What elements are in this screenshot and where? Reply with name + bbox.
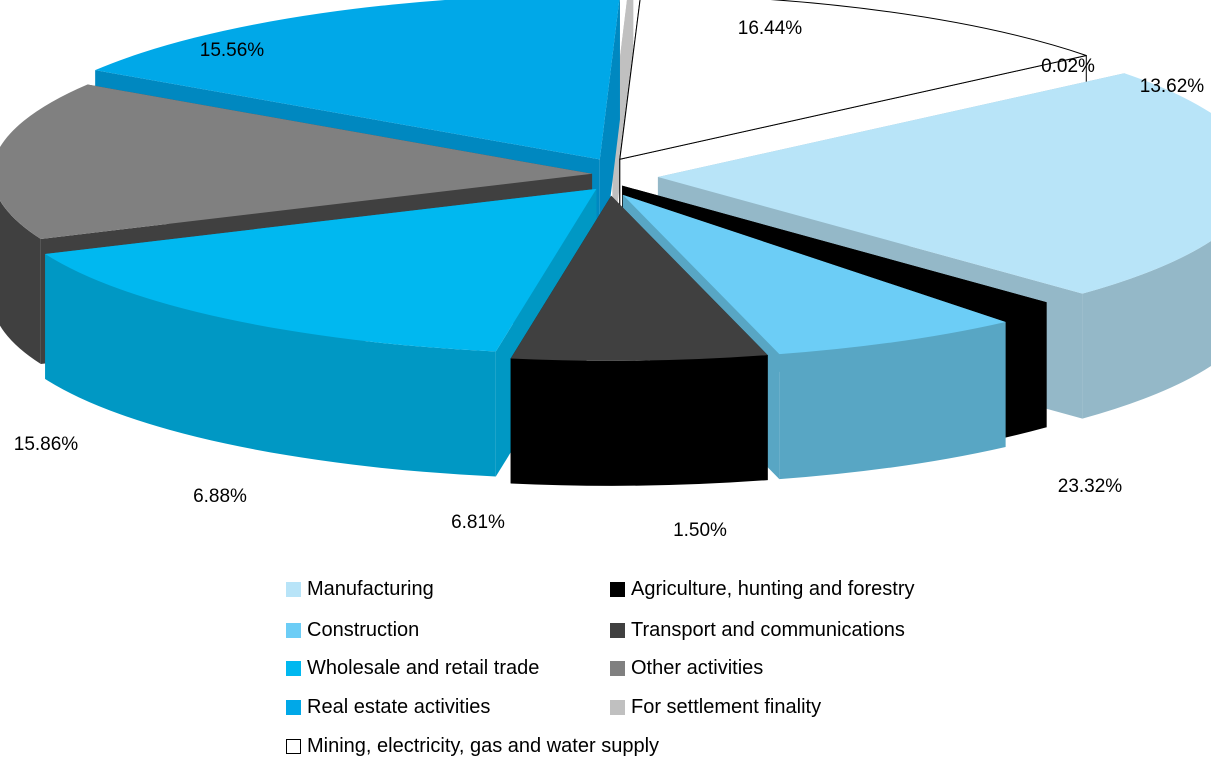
data-label-mining-electricity-gas-and-water-supply: 13.62% — [1140, 76, 1205, 97]
data-label-for-settlement-finality: 0.02% — [1041, 56, 1095, 77]
data-label-other-activities: 15.56% — [200, 40, 265, 61]
data-label-manufacturing: 23.32% — [1058, 476, 1123, 497]
data-label-transport-and-communications: 6.88% — [193, 486, 247, 507]
pie-labels: 13.62% 23.32% 1.50% 6.81% 6.88% 15.86% 15.56% 1… — [14, 18, 1205, 541]
pie-slices — [0, 0, 1211, 486]
data-label-real-estate-activities: 16.44% — [738, 18, 803, 39]
pie-slice-for-settlement-finality — [612, 0, 634, 245]
data-label-agriculture-hunting-and-forestry: 1.50% — [673, 520, 727, 541]
data-label-wholesale-and-retail-trade: 15.86% — [14, 434, 79, 455]
pie-slice-transport-and-communications — [510, 195, 768, 486]
data-label-construction: 6.81% — [451, 512, 505, 533]
